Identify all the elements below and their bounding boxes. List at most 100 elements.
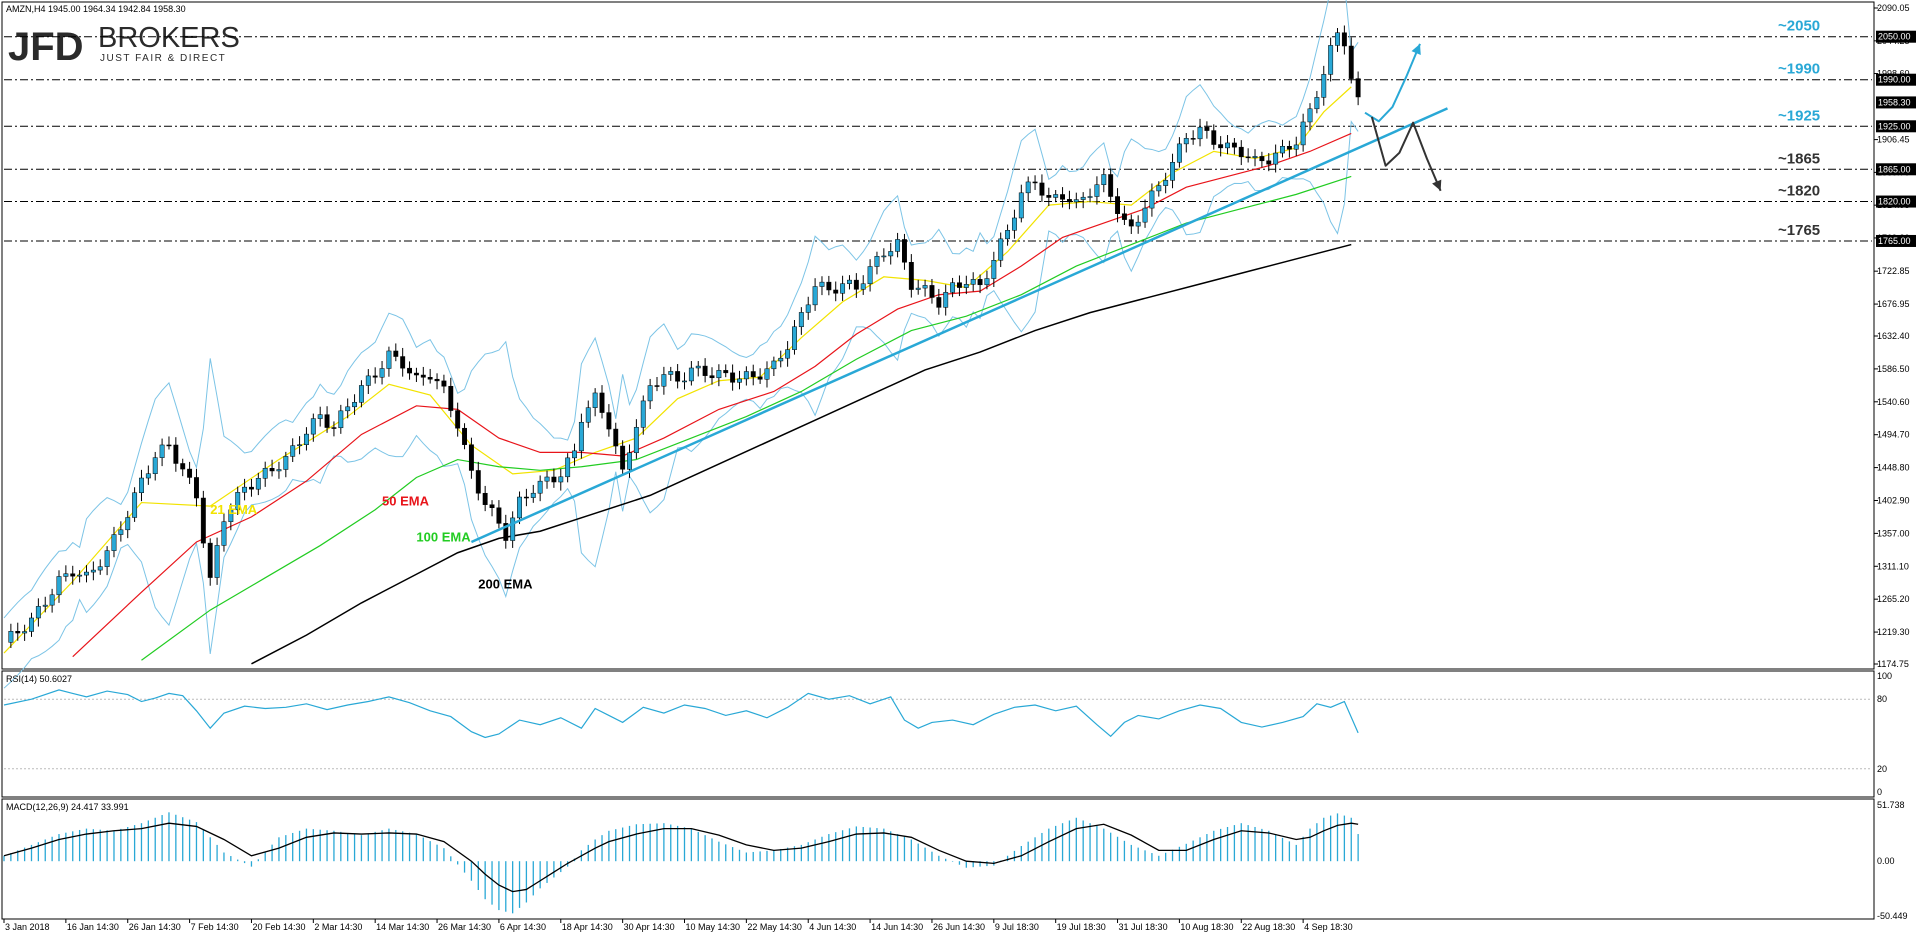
level-label: ~1865 [1778, 150, 1820, 167]
candle-body [1066, 199, 1072, 203]
candle-body [29, 617, 34, 632]
candle-body [1032, 181, 1038, 184]
candle-body [1211, 130, 1217, 145]
price-label-box [1876, 96, 1916, 109]
x-tick-label: 6 Apr 14:30 [500, 922, 546, 932]
candle-body [200, 497, 206, 544]
candle-body [647, 385, 653, 402]
candle-body [860, 283, 866, 290]
logo-jfd: JFD [8, 25, 84, 69]
candle-body [379, 368, 385, 378]
trendline [470, 107, 1448, 544]
scenario-path [1370, 116, 1442, 192]
candle-body [345, 406, 351, 412]
macd-chart: 51.738 0.00 -50.449 [3, 800, 1908, 921]
candle-body [1341, 32, 1347, 47]
candle-body [874, 256, 880, 267]
candle-body [503, 523, 509, 541]
candle-body [709, 375, 715, 379]
candle-body [317, 414, 323, 419]
macd-signal-line [3, 822, 1359, 893]
x-tick-label: 22 May 14:30 [747, 922, 802, 932]
y-tick-label: 1998.60 [1877, 69, 1910, 79]
rsi-tick-label: 0 [1877, 787, 1882, 797]
candle-body [1094, 184, 1100, 197]
candle-body [475, 470, 481, 494]
y-tick-label: 2090.05 [1877, 3, 1910, 13]
level-label: ~1990 [1778, 61, 1820, 78]
x-tick-label: 16 Jan 14:30 [67, 922, 119, 932]
candle-body [104, 550, 110, 567]
candle-body [1149, 190, 1155, 209]
candle-body [1156, 185, 1162, 192]
candle-body [1087, 196, 1093, 198]
candle-body [297, 444, 303, 446]
scenario-arrowhead [1432, 179, 1442, 191]
x-tick-label: 2 Mar 14:30 [314, 922, 362, 932]
candle-body [496, 507, 502, 524]
candle-body [530, 492, 536, 498]
macd-tick-label: 0.00 [1877, 856, 1895, 866]
candle-body [1046, 195, 1052, 198]
candle-body [1286, 146, 1292, 150]
x-tick-label: 18 Apr 14:30 [562, 922, 613, 932]
candle-body [1080, 196, 1086, 200]
y-tick-label: 1540.60 [1877, 397, 1910, 407]
candle-body [922, 285, 928, 289]
y-tick-label: 1632.40 [1877, 331, 1910, 341]
candle-body [97, 566, 103, 571]
candle-body [49, 594, 55, 606]
price-label: 2050.00 [1878, 32, 1911, 42]
candle-body [888, 251, 894, 257]
candle-body [853, 279, 859, 290]
candle-body [771, 360, 777, 370]
candle-body [1273, 152, 1279, 165]
rsi-tick-label: 20 [1877, 764, 1887, 774]
candle-body [661, 374, 667, 387]
candle-body [145, 473, 151, 479]
candle-body [400, 356, 406, 369]
candle-body [1011, 217, 1017, 231]
x-tick-label: 30 Apr 14:30 [624, 922, 675, 932]
candle-body [1238, 146, 1244, 158]
bollinger-upper [3, 0, 1359, 619]
candle-body [235, 492, 241, 511]
candle-body [139, 477, 144, 494]
price-label: 1765.00 [1878, 236, 1911, 246]
candle-body [991, 260, 997, 279]
macd-panel-frame [1, 798, 1875, 920]
candle-body [15, 631, 21, 634]
candle-body [970, 279, 976, 285]
candle-body [1355, 78, 1361, 98]
candle-body [125, 517, 131, 531]
candle-body [1280, 146, 1285, 154]
candle-body [1025, 181, 1031, 194]
candle-body [613, 428, 619, 447]
candle-body [372, 375, 378, 378]
candle-body [1121, 213, 1127, 220]
candle-body [152, 457, 158, 474]
candle-body [482, 492, 488, 505]
x-tick-label: 26 Jun 14:30 [933, 922, 985, 932]
candle-body [8, 631, 14, 643]
candle-body [427, 377, 433, 380]
candle-body [716, 370, 722, 379]
candle-body [915, 287, 921, 290]
x-tick-label: 4 Jun 14:30 [809, 922, 856, 932]
y-tick-label: 1722.85 [1877, 266, 1910, 276]
candle-body [963, 284, 969, 288]
y-tick-label: 1311.10 [1877, 561, 1909, 571]
candle-body [1060, 194, 1066, 200]
candle-body [1073, 199, 1079, 203]
x-tick-label: 26 Mar 14:30 [438, 922, 491, 932]
candle-body [1197, 126, 1203, 140]
level-label: ~2050 [1778, 18, 1820, 35]
price-label: 1925.00 [1878, 121, 1911, 131]
candle-body [255, 478, 261, 490]
symbol-info: AMZN,H4 1945.00 1964.34 1942.84 1958.30 [6, 4, 186, 14]
x-tick-label: 9 Jul 18:30 [995, 922, 1039, 932]
logo-tagline: JUST FAIR & DIRECT [100, 53, 226, 64]
candle-body [1204, 126, 1210, 131]
candle-body [812, 286, 818, 306]
